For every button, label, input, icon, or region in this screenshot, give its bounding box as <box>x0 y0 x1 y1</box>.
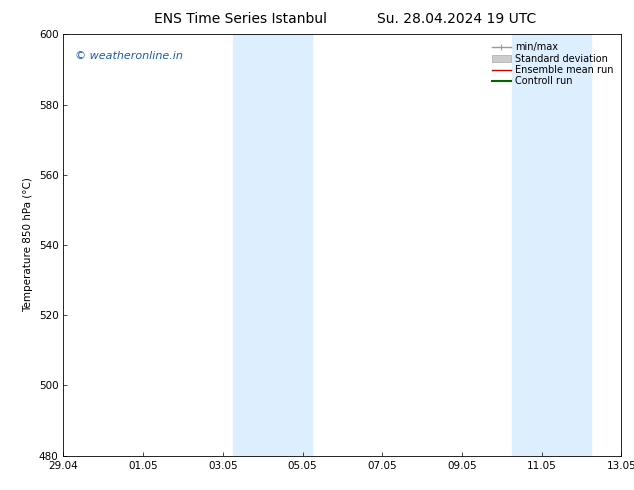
Text: Su. 28.04.2024 19 UTC: Su. 28.04.2024 19 UTC <box>377 12 536 26</box>
Text: © weatheronline.in: © weatheronline.in <box>75 51 183 61</box>
Legend: min/max, Standard deviation, Ensemble mean run, Controll run: min/max, Standard deviation, Ensemble me… <box>489 39 616 89</box>
Y-axis label: Temperature 850 hPa (°C): Temperature 850 hPa (°C) <box>23 177 33 313</box>
Text: ENS Time Series Istanbul: ENS Time Series Istanbul <box>155 12 327 26</box>
Bar <box>233 34 313 456</box>
Bar <box>512 34 592 456</box>
